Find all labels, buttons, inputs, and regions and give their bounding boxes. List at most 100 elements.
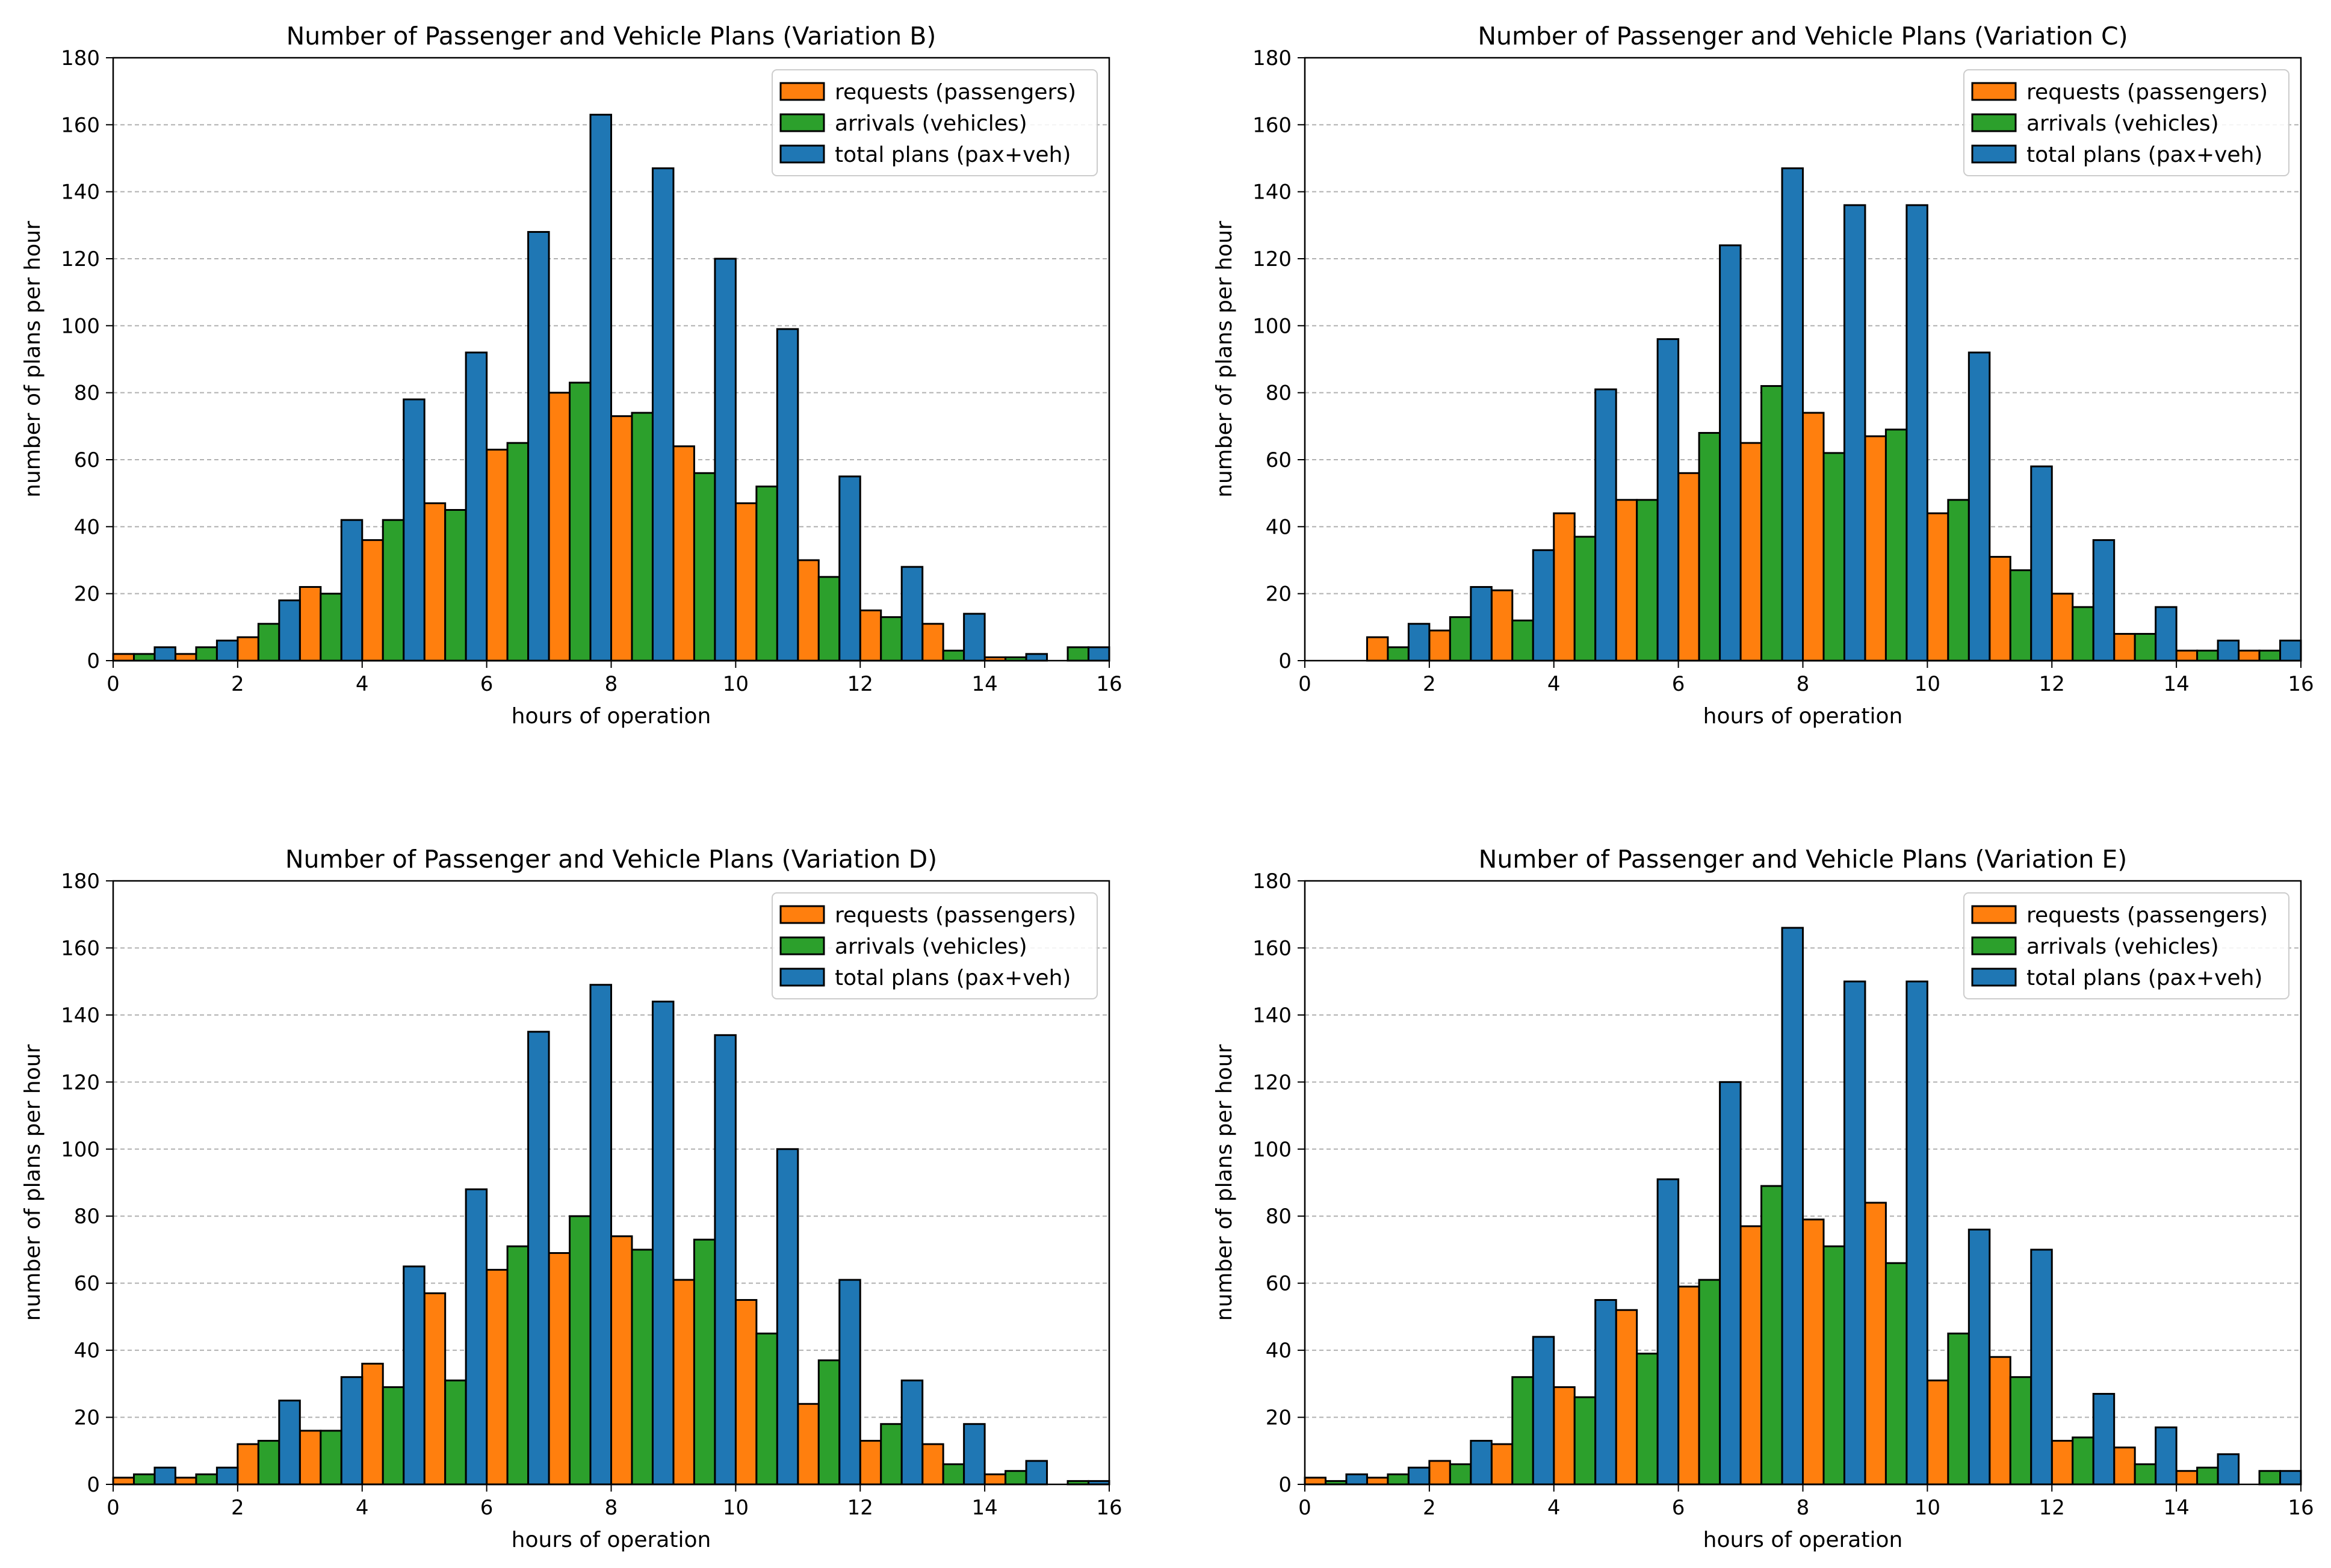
bar-requests [1366, 1477, 1389, 1486]
bar-total [1781, 927, 1804, 1486]
x-tick-label: 16 [2288, 1496, 2314, 1520]
bar-requests [921, 623, 944, 662]
x-tick-label: 8 [1797, 672, 1810, 696]
y-tick-label: 80 [74, 1205, 100, 1229]
bar-requests [112, 653, 135, 662]
bar-total [2217, 1453, 2240, 1486]
y-tick-label: 20 [1266, 1406, 1292, 1430]
x-tick-label: 14 [2163, 1496, 2189, 1520]
x-tick-label: 10 [723, 672, 749, 696]
y-axis-label: number of plans per hour [20, 1044, 45, 1321]
bar-requests [1490, 1443, 1514, 1486]
bar-total [1905, 204, 1928, 662]
bar-total [1025, 1460, 1048, 1486]
bar-arrivals [1760, 385, 1783, 662]
legend-swatch-requests [1971, 82, 2017, 101]
bar-requests [672, 445, 695, 662]
chart-title: Number of Passenger and Vehicle Plans (V… [285, 845, 937, 874]
bar-requests [1490, 589, 1514, 662]
x-tick-label: 0 [107, 1496, 120, 1520]
bar-total [651, 167, 675, 662]
legend-swatch-requests [779, 905, 825, 924]
legend-swatch-total [1971, 144, 2017, 164]
legend-swatch-arrivals [779, 936, 825, 955]
bar-arrivals [1449, 1463, 1472, 1486]
bar-arrivals [382, 1386, 405, 1486]
x-tick-label: 6 [1672, 1496, 1685, 1520]
bar-total [1967, 1229, 1991, 1486]
y-tick-label: 20 [1266, 582, 1292, 607]
bar-total [1656, 338, 1680, 662]
legend-label: requests (passengers) [835, 903, 1076, 928]
legend-swatch-requests [1971, 905, 2017, 924]
x-tick-label: 8 [605, 672, 618, 696]
bar-total [153, 1466, 176, 1486]
x-tick-label: 12 [847, 1496, 873, 1520]
y-tick-label: 180 [1252, 869, 1292, 894]
bar-arrivals [1573, 536, 1597, 662]
bar-total [1470, 1440, 1493, 1486]
legend-label: requests (passengers) [835, 80, 1076, 105]
legend-label: total plans (pax+veh) [2026, 966, 2262, 990]
x-tick-label: 8 [1797, 1496, 1810, 1520]
x-tick-label: 16 [1096, 1496, 1122, 1520]
bar-requests [1553, 512, 1576, 662]
bar-requests [2051, 1440, 2074, 1486]
y-tick-label: 40 [74, 515, 100, 539]
bar-requests [1926, 512, 1949, 662]
y-tick-label: 120 [1252, 1070, 1292, 1094]
bar-requests [859, 1440, 882, 1486]
bar-arrivals [1822, 1245, 1845, 1486]
chart-title: Number of Passenger and Vehicle Plans (V… [1478, 22, 2128, 51]
bar-requests [1304, 1477, 1326, 1486]
bar-arrivals [506, 442, 530, 662]
bar-total [1470, 586, 1493, 662]
x-tick-label: 4 [1547, 1496, 1561, 1520]
bar-arrivals [195, 1473, 218, 1486]
bar-total [1719, 1081, 1742, 1486]
legend-label: total plans (pax+veh) [2026, 143, 2262, 167]
bar-arrivals [257, 1440, 280, 1486]
bar-total [1967, 351, 1991, 662]
bar-total [1407, 623, 1431, 662]
x-tick-label: 14 [971, 1496, 997, 1520]
bar-requests [486, 1268, 509, 1486]
bar-arrivals [631, 412, 654, 662]
bar-requests [2113, 1446, 2136, 1486]
y-tick-label: 40 [74, 1339, 100, 1363]
bar-requests [672, 1279, 695, 1486]
legend: requests (passengers) arrivals (vehicles)… [772, 892, 1098, 999]
bar-total [2092, 1393, 2116, 1486]
bar-arrivals [1005, 1470, 1027, 1486]
y-tick-label: 140 [1252, 181, 1292, 205]
bar-total [714, 1034, 737, 1486]
y-tick-label: 40 [1266, 1339, 1292, 1363]
bar-total [963, 613, 986, 662]
y-tick-label: 140 [61, 1004, 100, 1028]
bar-requests [1926, 1379, 1949, 1486]
bar-requests [859, 610, 882, 662]
y-tick-label: 80 [1266, 1205, 1292, 1229]
bar-total [589, 114, 612, 662]
bar-requests [237, 1443, 259, 1486]
y-axis-label: number of plans per hour [20, 221, 45, 498]
y-tick-label: 60 [1266, 448, 1292, 472]
bar-requests [423, 1292, 447, 1486]
bar-total [1594, 388, 1617, 662]
legend-swatch-arrivals [1971, 113, 2017, 132]
x-axis-label: hours of operation [512, 704, 711, 729]
bar-total [1719, 244, 1742, 662]
bar-total [900, 1379, 924, 1486]
bar-arrivals [1698, 431, 1721, 662]
y-tick-label: 40 [1266, 515, 1292, 539]
bar-total [2155, 606, 2178, 662]
bar-requests [1864, 1202, 1887, 1486]
bar-requests [486, 448, 509, 662]
y-tick-label: 160 [1252, 936, 1292, 960]
bar-arrivals [631, 1249, 654, 1486]
bar-arrivals [755, 486, 778, 662]
legend-box [1963, 69, 2289, 176]
y-tick-label: 0 [1278, 1473, 1292, 1497]
bar-total [963, 1423, 986, 1486]
bar-requests [1677, 1285, 1700, 1486]
